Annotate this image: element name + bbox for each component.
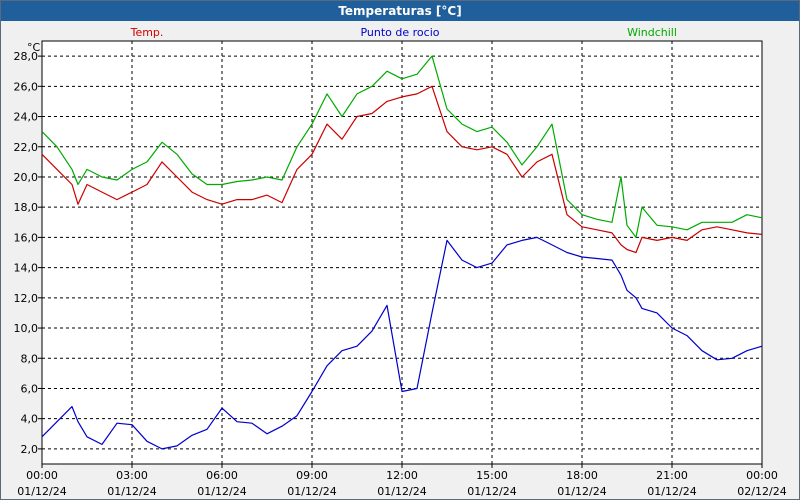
x-tick-date: 01/12/24 xyxy=(287,485,336,498)
y-tick-label: 14,0 xyxy=(14,262,39,275)
y-tick-label: 28,0 xyxy=(14,50,39,63)
window-title: Temperaturas [°C] xyxy=(1,1,799,21)
legend-temp: Temp. xyxy=(130,26,164,39)
series-windchill-line xyxy=(41,55,763,238)
legend-windchill: Windchill xyxy=(627,26,677,39)
series-lines xyxy=(41,55,763,450)
y-tick-label: 6,0 xyxy=(21,382,39,395)
y-axis-ticks: 2,0 4,0 6,0 8,0 10,0 12,0 14,0 16,0 18,0 20,0 22,0… xyxy=(14,50,42,456)
x-tick-time: 00:00 xyxy=(746,469,778,482)
y-tick-label: 10,0 xyxy=(14,322,39,335)
x-tick-time: 12:00 xyxy=(386,469,418,482)
x-tick-time: 15:00 xyxy=(476,469,508,482)
y-tick-label: 20,0 xyxy=(14,171,39,184)
y-tick-label: 8,0 xyxy=(21,352,39,365)
temperature-chart: 2,0 4,0 6,0 8,0 10,0 12,0 14,0 16,0 18,0 20,0 22,0… xyxy=(14,26,787,498)
x-tick-time: 21:00 xyxy=(656,469,688,482)
x-tick-time: 06:00 xyxy=(206,469,238,482)
y-tick-label: 2,0 xyxy=(21,443,39,456)
x-tick-time: 18:00 xyxy=(566,469,598,482)
x-tick-date: 02/12/24 xyxy=(737,485,786,498)
y-tick-label: 12,0 xyxy=(14,292,39,305)
x-tick-date: 01/12/24 xyxy=(107,485,156,498)
y-tick-label: 18,0 xyxy=(14,201,39,214)
series-dew-point-line xyxy=(41,236,763,450)
x-tick-date: 01/12/24 xyxy=(377,485,426,498)
x-tick-time: 03:00 xyxy=(116,469,148,482)
y-tick-label: 26,0 xyxy=(14,80,39,93)
x-tick-date: 01/12/24 xyxy=(647,485,696,498)
x-tick-date: 01/12/24 xyxy=(17,485,66,498)
x-tick-date: 01/12/24 xyxy=(557,485,606,498)
grid-lines xyxy=(42,41,762,464)
x-tick-date: 01/12/24 xyxy=(467,485,516,498)
y-tick-label: 22,0 xyxy=(14,141,39,154)
x-tick-time: 00:00 xyxy=(26,469,58,482)
y-axis-label: °C xyxy=(27,41,41,54)
y-tick-label: 24,0 xyxy=(14,111,39,124)
series-temp-line xyxy=(41,85,763,254)
x-tick-time: 09:00 xyxy=(296,469,328,482)
y-tick-label: 16,0 xyxy=(14,231,39,244)
legend-dew-point: Punto de rocio xyxy=(360,26,439,39)
y-tick-label: 4,0 xyxy=(21,413,39,426)
x-tick-date: 01/12/24 xyxy=(197,485,246,498)
x-axis-ticks: 00:00 01/12/24 03:00 01/12/24 06:00 01/12/24 0… xyxy=(17,464,787,498)
